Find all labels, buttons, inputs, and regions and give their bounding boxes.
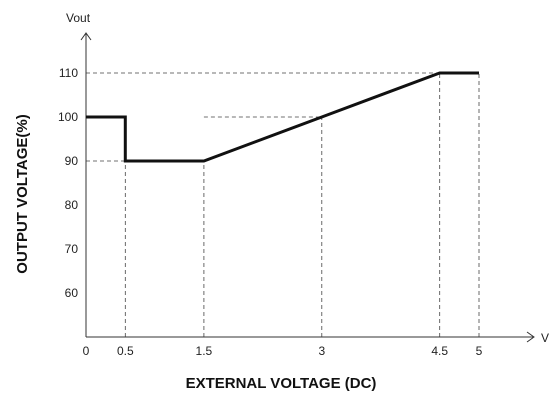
y-tick-label: 100 — [58, 110, 78, 124]
y-unit-label: Vout — [66, 11, 91, 25]
y-tick-label: 60 — [65, 286, 79, 300]
x-tick-labels: 0 0.5 1.5 3 4.5 5 — [83, 344, 483, 358]
x-tick-label: 0.5 — [117, 344, 134, 358]
x-unit-label: V — [541, 331, 549, 345]
x-tick-label: 0 — [83, 344, 90, 358]
reference-lines — [86, 72, 480, 337]
x-tick-label: 5 — [476, 344, 483, 358]
x-tick-label: 1.5 — [196, 344, 213, 358]
y-tick-label: 110 — [59, 66, 78, 80]
y-tick-label: 90 — [65, 154, 79, 168]
y-axis-arrow-icon — [80, 32, 92, 41]
y-tick-label: 70 — [65, 242, 79, 256]
x-axis-title: EXTERNAL VOLTAGE (DC) — [186, 375, 377, 392]
x-tick-label: 3 — [318, 344, 325, 358]
y-axis-title: OUTPUT VOLTAGE(%) — [14, 114, 31, 273]
x-tick-label: 4.5 — [431, 344, 448, 358]
y-tick-label: 80 — [65, 198, 79, 212]
y-tick-labels: 60 70 80 90 100 110 — [58, 66, 78, 300]
axes — [80, 32, 535, 343]
series-group — [85, 71, 480, 163]
x-axis-arrow-icon — [526, 331, 535, 343]
